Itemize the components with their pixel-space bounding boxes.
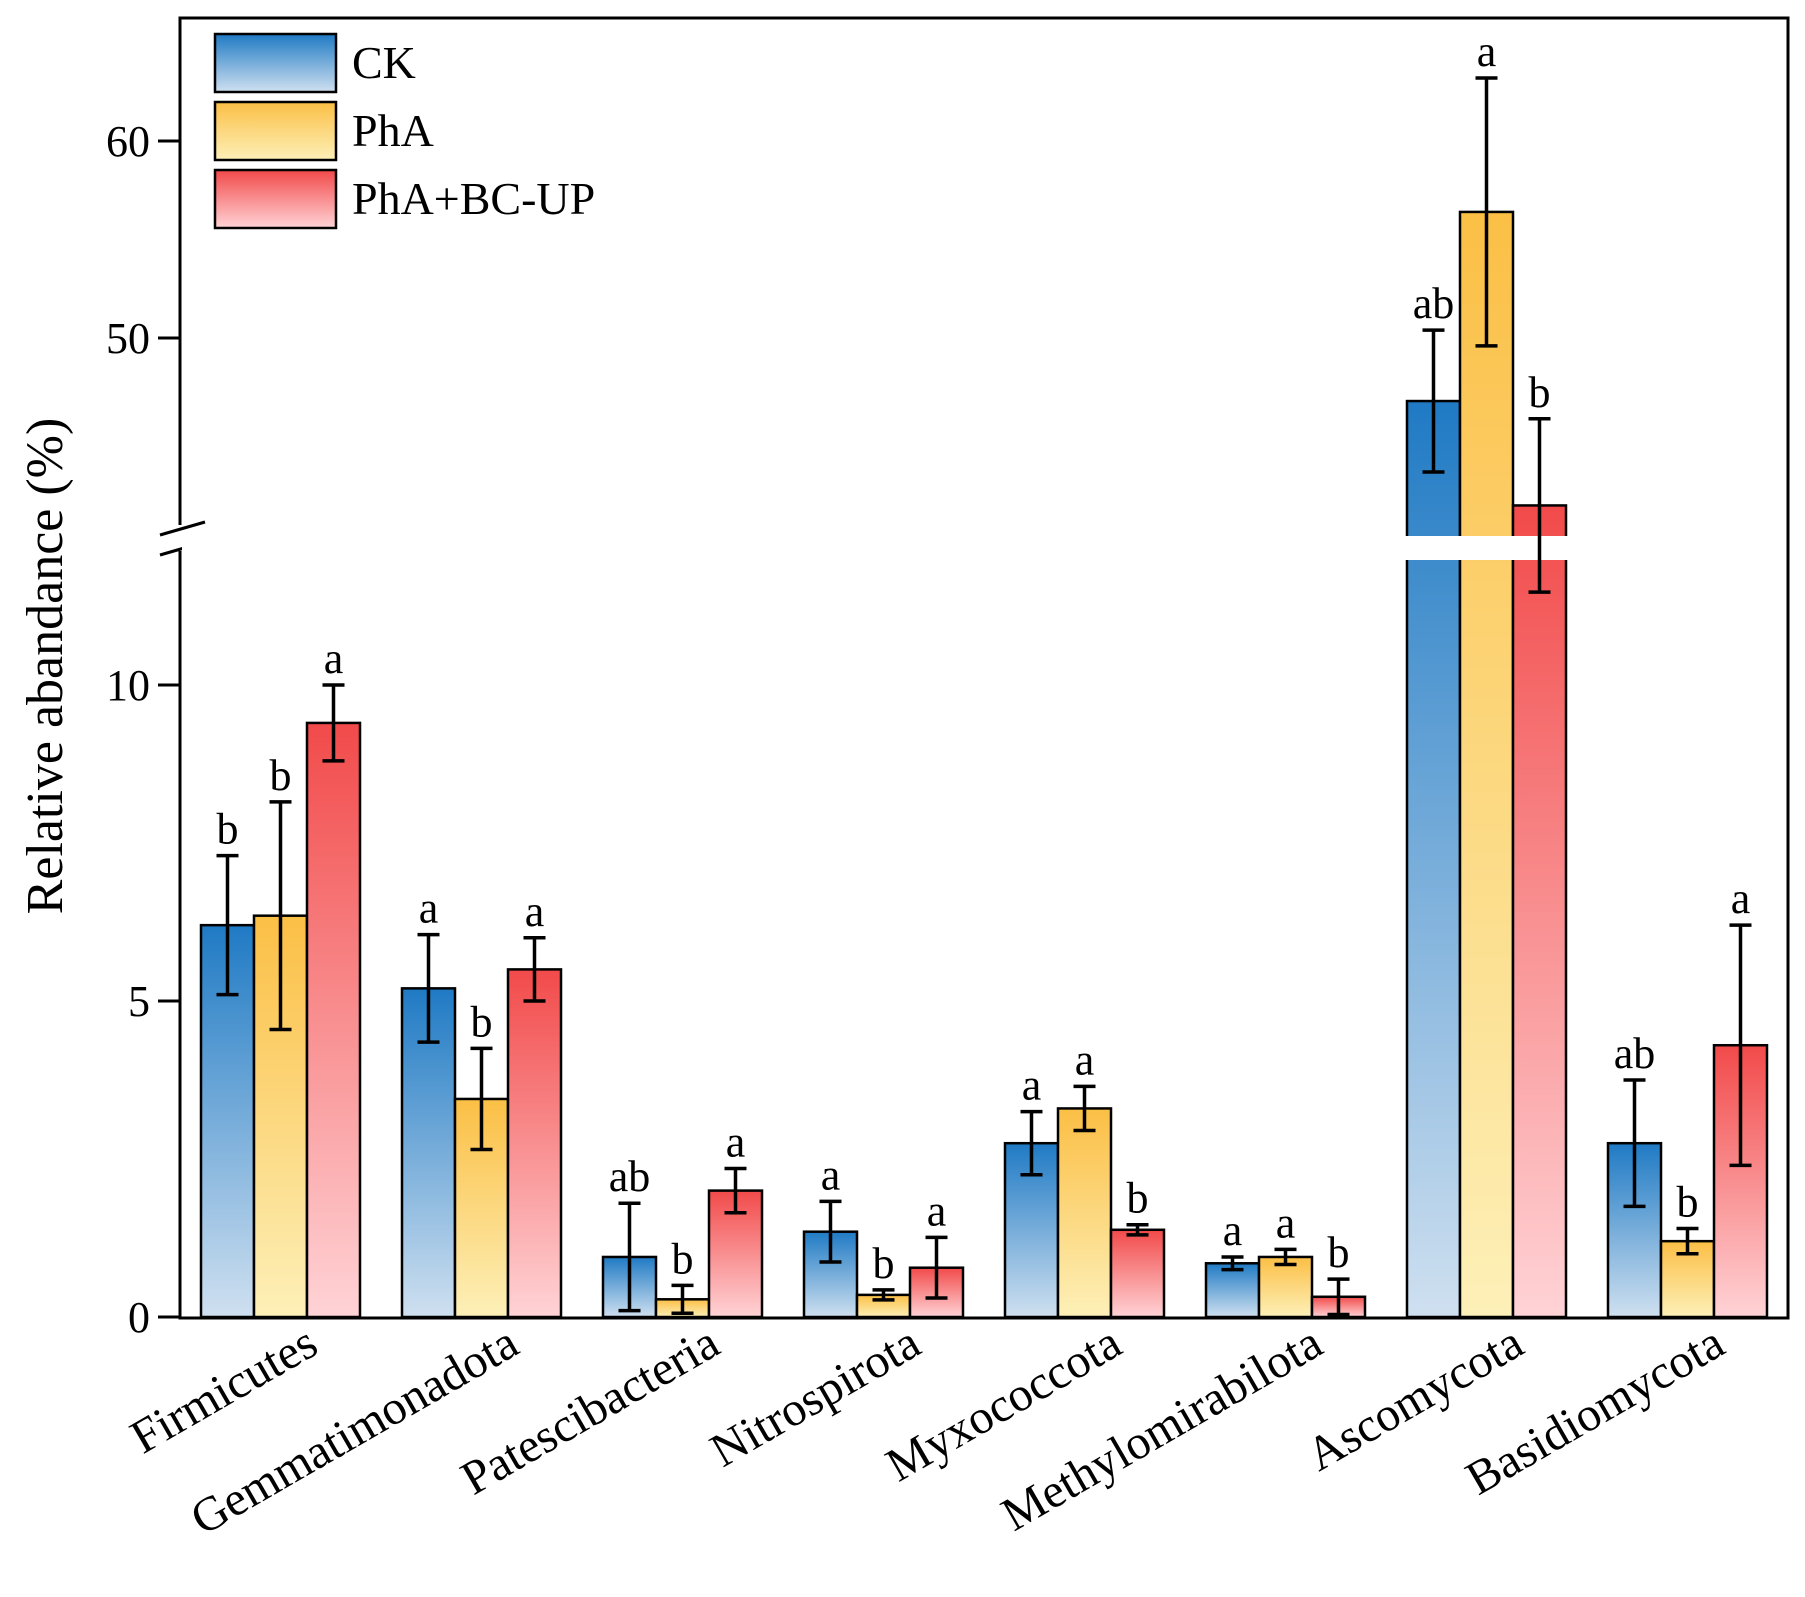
error-bar [1020, 1109, 1043, 1177]
legend-label: PhA [352, 105, 434, 156]
error-bar [417, 932, 440, 1044]
error-bar [1274, 1247, 1297, 1267]
error-bar [1221, 1255, 1244, 1272]
legend-swatch [213, 168, 338, 230]
significance-label: ab [1413, 279, 1455, 328]
significance-label: b [270, 751, 292, 800]
legend: CK PhA PhA+BC-UP [213, 32, 595, 230]
significance-label: a [1276, 1198, 1296, 1247]
significance-label: b [471, 997, 493, 1046]
significance-label: b [672, 1234, 694, 1283]
bar-pha-methylomirabilota [1257, 1255, 1314, 1319]
significance-label: b [1328, 1228, 1350, 1277]
significance-label: a [1223, 1206, 1243, 1255]
error-bar [925, 1235, 948, 1300]
error-bar [470, 1046, 493, 1152]
significance-label: b [873, 1239, 895, 1288]
y-tick-label: 60 [106, 117, 150, 166]
bar-pha-bc-up-firmicutes [305, 721, 362, 1319]
error-bar [1528, 417, 1551, 594]
legend-swatch [213, 32, 338, 94]
significance-label: b [1529, 368, 1551, 417]
error-bar [269, 800, 292, 1032]
y-axis-label: Relative abandance (%) [17, 418, 74, 915]
bar-pha-bc-up-myxococcota [1109, 1228, 1166, 1319]
y-tick-label: 10 [106, 661, 150, 710]
bar-pha-myxococcota [1056, 1107, 1113, 1319]
error-bar [1073, 1084, 1096, 1133]
significance-label: ab [609, 1152, 651, 1201]
y-tick-label: 50 [106, 314, 150, 363]
significance-label: a [1731, 874, 1751, 923]
error-bar [322, 683, 345, 763]
bar-pha-ascomycota [1458, 210, 1515, 1319]
error-bar [671, 1283, 694, 1315]
bar-pha-bc-up-gemmatimonadota [506, 968, 563, 1319]
error-bar [1729, 923, 1752, 1168]
error-bar [724, 1166, 747, 1215]
legend-label: CK [352, 37, 416, 88]
legend-swatch [213, 100, 338, 162]
error-bar [872, 1288, 895, 1302]
error-bar [1327, 1277, 1350, 1317]
error-bars-layer [216, 76, 1752, 1317]
legend-label: PhA+BC-UP [352, 173, 595, 224]
bar-ck-nitrospirota [802, 1230, 859, 1319]
error-bar [819, 1199, 842, 1264]
error-bar [523, 936, 546, 1003]
significance-label: a [1022, 1061, 1042, 1110]
category-label-gemmatimonadota: Gemmatimonadota [182, 1316, 527, 1546]
significance-label: b [1677, 1178, 1699, 1227]
y-tick-label: 5 [128, 977, 150, 1026]
error-bar [216, 853, 239, 997]
significance-label: b [217, 805, 239, 854]
significance-label: a [419, 884, 439, 933]
plot-frame [178, 16, 1790, 1320]
error-bar [1623, 1078, 1646, 1209]
bar-pha-bc-up-ascomycota [1511, 504, 1568, 1319]
significance-label: b [1127, 1174, 1149, 1223]
error-bar [1422, 328, 1445, 474]
significance-label: ab [1614, 1029, 1656, 1078]
axis-break-gap [182, 536, 1786, 560]
category-labels-layer: FirmicutesGemmatimonadotaPatescibacteria… [122, 1316, 1733, 1546]
significance-label: a [726, 1117, 746, 1166]
significance-label: a [1075, 1035, 1095, 1084]
significance-label: a [1477, 27, 1497, 76]
significance-label: a [927, 1186, 947, 1235]
significance-label: a [525, 887, 545, 936]
significance-label: a [821, 1150, 841, 1199]
error-bar [618, 1201, 641, 1313]
y-tick-label: 0 [128, 1293, 150, 1342]
error-bar [1126, 1222, 1149, 1237]
significance-label: a [324, 634, 344, 683]
error-bar [1676, 1226, 1699, 1256]
error-bar [1475, 76, 1498, 348]
y-axis-ticks: 0 5 10 50 60 [106, 117, 180, 1342]
